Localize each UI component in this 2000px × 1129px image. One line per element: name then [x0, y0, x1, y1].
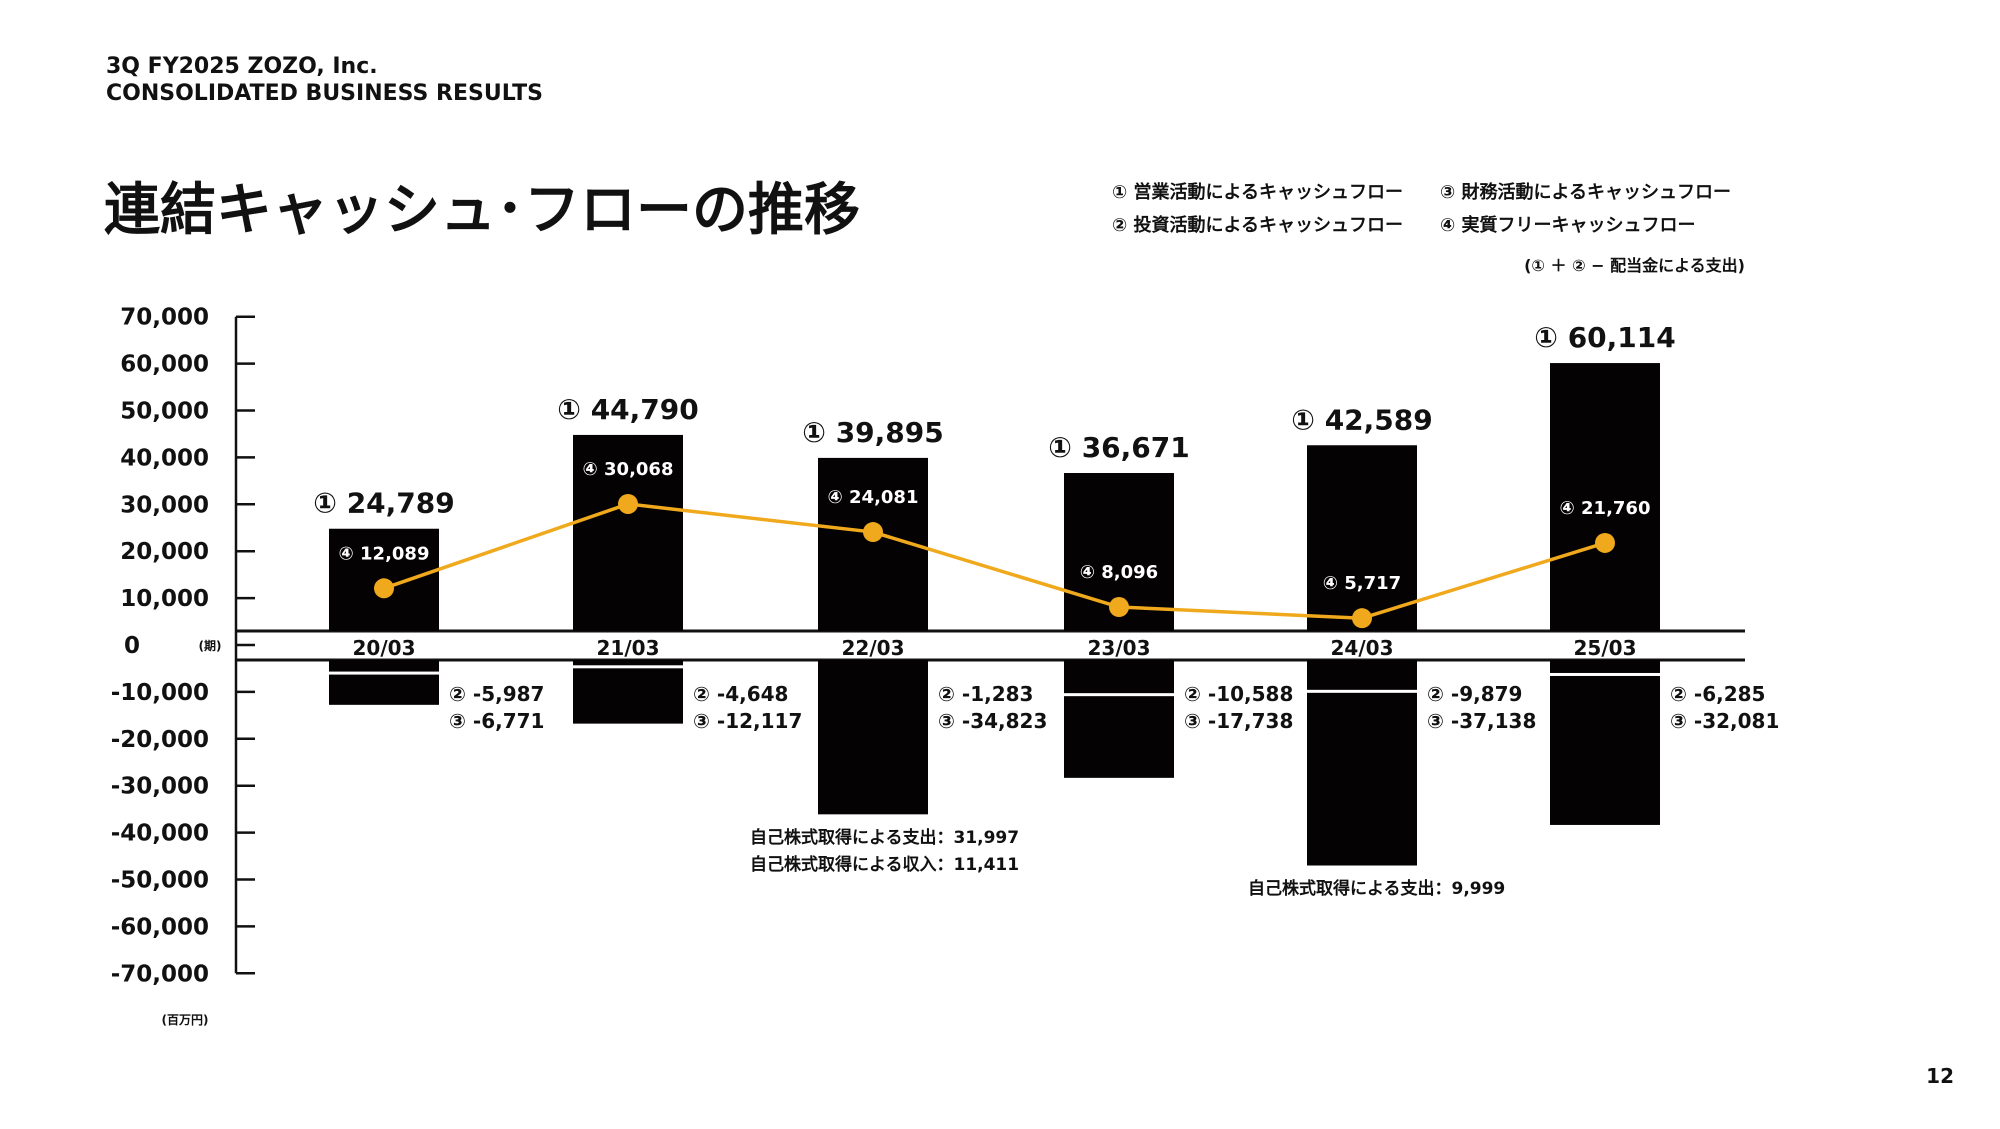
- y-tick-label: -40,000: [111, 821, 209, 847]
- operating-cf-bar: [573, 434, 683, 631]
- legend-item-2: ② 投資活動によるキャッシュフロー: [1112, 214, 1403, 236]
- x-tick-label: 20/03: [353, 636, 416, 660]
- investing-cf-bar: [1307, 660, 1417, 692]
- financing-cf-bar: [1307, 660, 1417, 866]
- x-tick-label: 21/03: [597, 636, 660, 660]
- stack-separator: [818, 649, 928, 653]
- investing-cf-label: ② -6,285: [1670, 682, 1765, 706]
- y-tick-label: -10,000: [111, 680, 209, 706]
- free-cf-point: [374, 578, 394, 599]
- y-tick-label: -30,000: [111, 774, 209, 800]
- y-tick-label: 0: [124, 633, 140, 659]
- annotation-text: 自己株式取得による収入：11,411: [750, 854, 1019, 875]
- y-tick-label: 70,000: [120, 305, 209, 331]
- investing-cf-label: ② -4,648: [693, 682, 788, 706]
- free-cf-line: [383, 502, 1606, 620]
- financing-cf-label: ③ -6,771: [449, 709, 544, 733]
- y-tick-label: -50,000: [111, 868, 209, 894]
- annotation-text: 自己株式取得による支出：9,999: [1248, 878, 1505, 899]
- free-cf-point: [863, 522, 883, 543]
- y-axis-unit: (百万円): [162, 1013, 209, 1027]
- investing-cf-bar: [1064, 660, 1174, 695]
- legend-item-4: ④ 実質フリーキャッシュフロー: [1440, 214, 1696, 236]
- x-tick-label: 22/03: [842, 636, 905, 660]
- page-number: 12: [1926, 1064, 1954, 1088]
- y-tick-label: 10,000: [120, 586, 209, 612]
- free-cf-label: ④ 30,068: [583, 459, 674, 480]
- stack-separator: [329, 671, 439, 675]
- y-tick-label: 60,000: [120, 352, 209, 378]
- stack-separator: [1550, 672, 1660, 676]
- y-tick-label: -60,000: [111, 914, 209, 940]
- operating-cf-label: ① 60,114: [1534, 321, 1676, 354]
- investing-cf-bar: [329, 660, 439, 674]
- financing-cf-label: ③ -17,738: [1184, 709, 1293, 733]
- x-axis-label: (期): [199, 638, 222, 653]
- y-tick-label: 20,000: [120, 539, 209, 565]
- legend-note: (① ＋ ② − 配当金による支出): [1524, 256, 1745, 275]
- legend-item-1: ① 営業活動によるキャッシュフロー: [1112, 181, 1403, 203]
- free-cf-label: ④ 24,081: [828, 487, 919, 508]
- stack-separator: [573, 665, 683, 669]
- operating-cf-bar: [1550, 363, 1660, 631]
- financing-cf-bar: [1550, 660, 1660, 825]
- free-cf-point: [1595, 532, 1615, 553]
- free-cf-point: [618, 493, 638, 514]
- stack-separator: [1064, 693, 1174, 697]
- y-tick-label: 30,000: [120, 492, 209, 518]
- header-company: 3Q FY2025 ZOZO, Inc.: [106, 54, 378, 79]
- free-cf-point: [1109, 597, 1129, 618]
- investing-cf-label: ② -10,588: [1184, 682, 1293, 706]
- page-title: 連結キャッシュ･フローの推移: [104, 178, 860, 243]
- legend-item-3: ③ 財務活動によるキャッシュフロー: [1440, 181, 1731, 203]
- annotation-text: 自己株式取得による支出：31,997: [750, 827, 1019, 848]
- investing-cf-label: ② -9,879: [1427, 682, 1522, 706]
- operating-cf-label: ① 36,671: [1048, 431, 1190, 464]
- operating-cf-label: ① 44,790: [557, 393, 699, 426]
- investing-cf-bar: [1550, 660, 1660, 675]
- free-cf-label: ④ 12,089: [339, 543, 430, 564]
- free-cf-label: ④ 5,717: [1323, 573, 1401, 594]
- free-cf-label: ④ 8,096: [1080, 562, 1158, 583]
- financing-cf-label: ③ -12,117: [693, 709, 802, 733]
- free-cf-point: [1352, 608, 1372, 629]
- financing-cf-label: ③ -32,081: [1670, 709, 1779, 733]
- x-tick-label: 24/03: [1331, 636, 1394, 660]
- investing-cf-label: ② -5,987: [449, 682, 544, 706]
- operating-cf-label: ① 24,789: [313, 487, 455, 520]
- y-tick-label: 50,000: [120, 399, 209, 425]
- financing-cf-label: ③ -34,823: [938, 709, 1047, 733]
- free-cf-label: ④ 21,760: [1560, 498, 1651, 519]
- operating-cf-label: ① 39,895: [802, 416, 944, 449]
- operating-cf-bar: [1307, 445, 1417, 631]
- y-tick-label: 40,000: [120, 445, 209, 471]
- financing-cf-label: ③ -37,138: [1427, 709, 1536, 733]
- header-subtitle: CONSOLIDATED BUSINESS RESULTS: [106, 81, 543, 106]
- x-tick-label: 25/03: [1574, 636, 1637, 660]
- y-tick-label: -20,000: [111, 727, 209, 753]
- y-tick-label: -70,000: [111, 961, 209, 987]
- financing-cf-bar: [818, 660, 928, 815]
- stack-separator: [1307, 689, 1417, 693]
- operating-cf-label: ① 42,589: [1291, 403, 1433, 436]
- financing-cf-bar: [573, 660, 683, 724]
- investing-cf-bar: [573, 660, 683, 667]
- x-tick-label: 23/03: [1088, 636, 1151, 660]
- investing-cf-label: ② -1,283: [938, 682, 1033, 706]
